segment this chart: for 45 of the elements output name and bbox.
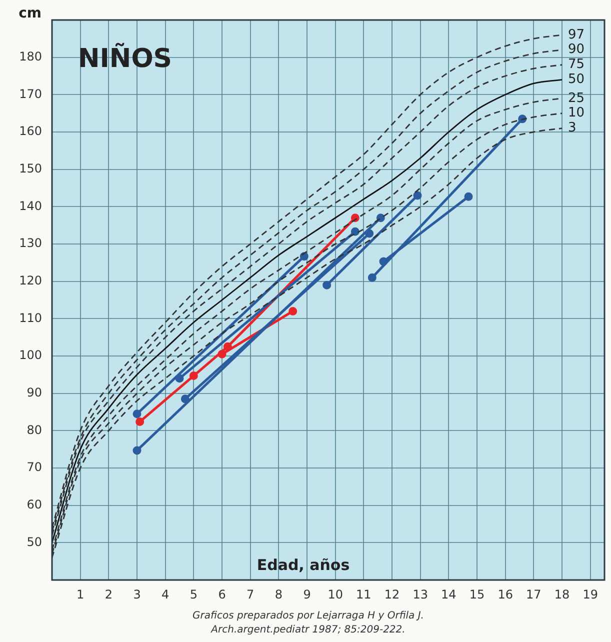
y-tick-label: 120 [19, 273, 42, 288]
y-tick-label: 80 [26, 422, 42, 437]
x-tick-label: 15 [469, 587, 485, 602]
x-tick-label: 7 [246, 587, 254, 602]
y-tick-label: 110 [19, 310, 42, 325]
x-tick-label: 6 [218, 587, 226, 602]
text: Graficos preparados por Lejarraga H y Orfila J. [192, 610, 424, 622]
x-tick-label: 5 [190, 587, 198, 602]
text: Arch.argent.pediatr 1987; 85:209-222. [210, 624, 406, 636]
x-tick-label: 11 [356, 587, 372, 602]
y-tick-label: 130 [19, 236, 42, 250]
x-tick-label: 1 [76, 587, 84, 602]
x-tick-label: 12 [384, 587, 400, 602]
series-label: 3 [568, 120, 576, 136]
y-tick-label: 70 [26, 460, 42, 474]
y-tick-label: 60 [26, 497, 42, 512]
series-label: 90 [568, 42, 585, 58]
x-tick-label: 19 [582, 587, 598, 602]
y-tick-label: 90 [26, 385, 42, 400]
y-tick-label: 170 [19, 86, 42, 101]
x-tick-label: 17 [526, 587, 542, 602]
series-label: 25 [568, 90, 585, 106]
y-tick-label: 150 [19, 161, 42, 176]
series-label: 50 [568, 72, 585, 88]
y-tick-label: 180 [19, 49, 42, 64]
y-tick-label: 160 [19, 124, 42, 138]
x-tick-label: 10 [328, 587, 343, 602]
x-tick-label: 9 [303, 587, 311, 602]
series-label: 97 [568, 27, 585, 42]
series-label: 10 [568, 106, 585, 121]
y-axis-title: cm [18, 6, 42, 22]
x-tick-label: 16 [498, 587, 513, 602]
text: NIÑOS [78, 42, 172, 74]
x-tick-label: 18 [554, 587, 570, 602]
series-label: 75 [568, 57, 585, 72]
y-tick-label: 140 [19, 198, 42, 213]
x-tick-label: 14 [441, 587, 456, 602]
x-tick-label: 8 [274, 587, 282, 602]
y-tick-label: 100 [19, 348, 42, 362]
y-tick-label: 50 [26, 534, 42, 549]
x-tick-label: 2 [104, 587, 112, 602]
x-axis-title: Edad, años [256, 556, 350, 574]
x-tick-label: 4 [162, 587, 170, 602]
x-tick-label: 3 [133, 587, 141, 602]
x-tick-label: 13 [412, 587, 428, 602]
